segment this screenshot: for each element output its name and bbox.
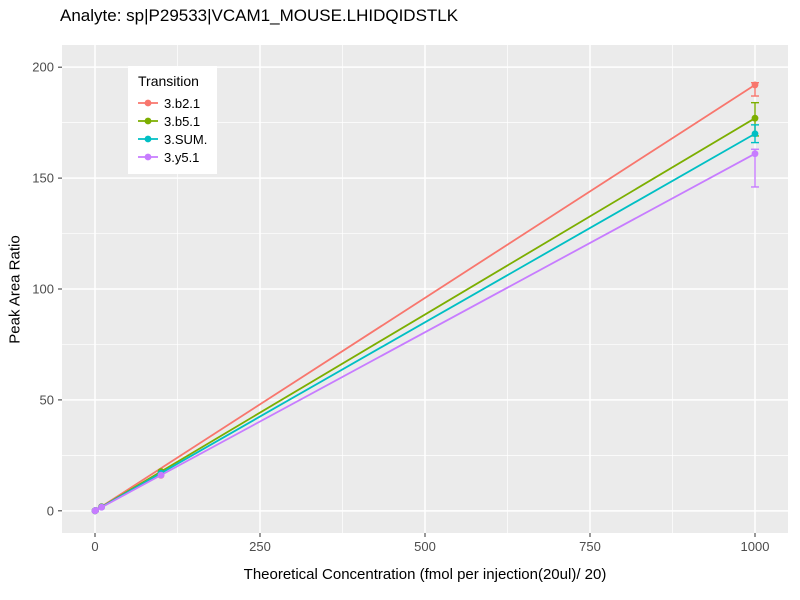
legend-item-3.y5.1: 3.y5.1 xyxy=(138,148,207,166)
y-tick-label: 200 xyxy=(32,60,54,75)
data-point-3.y5.1 xyxy=(92,506,100,514)
y-tick-label: 150 xyxy=(32,171,54,186)
legend-label: 3.y5.1 xyxy=(164,149,200,165)
series-line-3.b5.1 xyxy=(94,117,756,512)
legend-label: 3.b5.1 xyxy=(164,113,201,129)
x-axis-label: Theoretical Concentration (fmol per inje… xyxy=(243,566,607,583)
legend-label: 3.b2.1 xyxy=(164,95,201,111)
legend-title: Transition xyxy=(138,73,199,89)
y-tick-label: 100 xyxy=(32,282,54,297)
legend-item-3.b5.1: 3.b5.1 xyxy=(138,112,207,130)
y-tick-label: 50 xyxy=(40,392,54,407)
y-tick-label: 0 xyxy=(47,503,54,518)
x-tick-label: 1000 xyxy=(741,539,770,554)
series-line-3.b2.1 xyxy=(94,84,756,512)
legend-key-icon xyxy=(138,135,158,143)
legend-key-icon xyxy=(138,153,158,161)
chart-title: Analyte: sp|P29533|VCAM1_MOUSE.LHIDQIDST… xyxy=(60,6,459,25)
data-point-3.y5.1 xyxy=(157,471,165,479)
x-tick-label: 250 xyxy=(249,539,271,554)
data-point-3.b2.1 xyxy=(751,81,759,89)
legend-item-3.SUM.: 3.SUM. xyxy=(138,130,207,148)
series-line-3.y5.1 xyxy=(94,152,756,512)
data-point-3.SUM. xyxy=(751,130,759,138)
legend-key-icon xyxy=(138,117,158,125)
legend: Transition 3.b2.1 3.b5.1 3.SUM. 3.y5.1 xyxy=(128,66,218,174)
x-tick-label: 750 xyxy=(579,539,601,554)
legend-item-3.b2.1: 3.b2.1 xyxy=(138,94,207,112)
data-point-3.b5.1 xyxy=(751,114,759,122)
data-point-3.y5.1 xyxy=(751,150,759,158)
legend-label: 3.SUM. xyxy=(164,131,208,147)
series-line-3.SUM. xyxy=(94,132,756,512)
x-tick-label: 500 xyxy=(414,539,436,554)
x-tick-label: 0 xyxy=(91,539,98,554)
legend-key-icon xyxy=(138,99,158,107)
data-point-3.y5.1 xyxy=(98,503,105,511)
